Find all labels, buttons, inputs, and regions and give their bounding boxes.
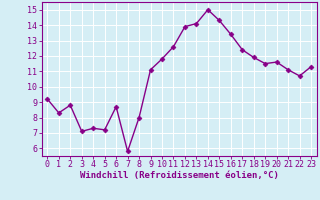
X-axis label: Windchill (Refroidissement éolien,°C): Windchill (Refroidissement éolien,°C) (80, 171, 279, 180)
